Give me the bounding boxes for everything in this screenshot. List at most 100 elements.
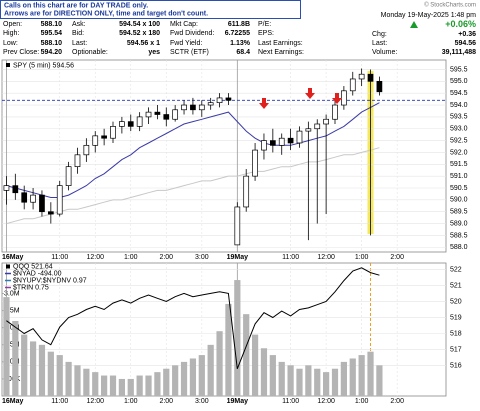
x-tick-label: 1:00 — [355, 398, 369, 405]
volume-bar — [47, 351, 54, 396]
x-tick-label: 11:00 — [282, 254, 299, 261]
quote-value: 594.56 x 1 — [127, 40, 160, 47]
x-tick-label: 12:00 — [317, 254, 335, 261]
candle-body — [163, 114, 170, 120]
volume-bar — [145, 375, 152, 396]
x-tick-label: 12:00 — [86, 254, 104, 261]
volume-bar — [243, 314, 250, 396]
candle-body — [243, 175, 250, 208]
down-arrow — [259, 98, 269, 109]
volume-bar — [154, 372, 161, 396]
candle-body — [261, 140, 267, 151]
volume-bar — [92, 372, 99, 396]
quote-label: High: — [3, 30, 19, 37]
x-tick-label: 3:00 — [195, 254, 209, 261]
y-tick-label: 592.0 — [450, 149, 468, 156]
quote-label: Fwd Yield: — [170, 40, 202, 47]
volume-bar — [314, 368, 321, 396]
volume-bar — [38, 344, 46, 396]
candle-body — [376, 80, 383, 93]
quote-value: 588.10 — [41, 21, 63, 28]
candle-body — [3, 185, 10, 191]
candle-body — [269, 140, 276, 146]
y-tick-label: 589.0 — [450, 220, 468, 227]
volume-bar — [331, 368, 339, 396]
candle-body — [65, 166, 72, 186]
y-tick-label: 1.0M — [4, 359, 20, 366]
candle-body — [207, 102, 214, 106]
quote-value: yes — [148, 49, 160, 56]
volume-bar — [180, 361, 188, 396]
quote-value: 39,111,488 — [442, 49, 476, 56]
quote-value: 594.54 x 100 — [119, 21, 160, 28]
up-triangle — [410, 21, 418, 28]
down-arrow — [305, 88, 315, 99]
volume-bar — [21, 334, 28, 396]
legend-label: SPY (5 min) 594.56 — [13, 62, 74, 69]
quote-value: 6.72255 — [225, 30, 250, 37]
y-tick-label: 590.0 — [450, 197, 468, 204]
quote-label: Open: — [3, 21, 22, 28]
y-tick-label: 1.5M — [4, 342, 20, 349]
volume-bar — [376, 365, 383, 396]
legend-label: $TRIN 0.75 — [13, 284, 49, 291]
y-tick-label: 593.5 — [450, 114, 468, 121]
volume-bar — [172, 365, 179, 396]
volume-bar — [287, 365, 294, 396]
quote-value: 68.4 — [236, 49, 250, 56]
volume-bar — [101, 375, 108, 396]
y-tick-label: 2.0M — [4, 325, 20, 332]
candle-body — [127, 121, 134, 127]
quote-value: 594.20 — [41, 49, 63, 56]
quote-label: Next Earnings: — [258, 49, 304, 56]
x-tick-label: 19May — [227, 398, 249, 405]
quote-label: Low: — [3, 40, 18, 47]
direction-arrows — [259, 88, 342, 109]
y-tick-label: 594.5 — [450, 90, 468, 97]
volume-bar — [251, 334, 259, 396]
x-tick-label: 16May — [2, 398, 24, 405]
y-tick-label: 594.0 — [450, 102, 468, 109]
x-tick-label: 12:00 — [86, 398, 104, 405]
y2-tick-label: 521 — [450, 282, 462, 289]
candle-body — [74, 154, 81, 168]
quote-value: 594.56 — [455, 40, 477, 47]
volume-bar — [136, 375, 143, 396]
x-tick-label: 19May — [227, 254, 249, 261]
candle-body — [358, 73, 365, 80]
volume-bar — [12, 320, 19, 396]
candle-body — [21, 192, 28, 203]
candle-body — [332, 104, 338, 120]
candle-body — [278, 137, 285, 146]
y-tick-label: 595.5 — [450, 66, 468, 73]
y2-tick-label: 522 — [450, 266, 462, 273]
candle-body — [83, 144, 90, 156]
candle-body — [172, 109, 179, 120]
legend-label: $NYUPV:$NYDNV 0.97 — [13, 277, 87, 284]
notice-line: Arrows are for DIRECTION ONLY, time and … — [4, 10, 208, 17]
quote-label: Last: — [72, 40, 87, 47]
legend-label: $NYAD -494.00 — [13, 270, 62, 277]
x-tick-label: 16May — [2, 254, 24, 261]
volume-bar — [260, 348, 268, 396]
x-tick-label: 3:00 — [195, 398, 209, 405]
quote-value: 1.13% — [230, 40, 251, 47]
quote-label: P/E: — [258, 21, 271, 28]
candle-body — [296, 130, 303, 144]
candle-body — [56, 185, 63, 215]
price-line — [6, 267, 380, 369]
candle-body — [190, 104, 196, 111]
y2-tick-label: 519 — [450, 314, 462, 321]
volume-bar — [216, 331, 223, 396]
candle-body — [110, 126, 116, 139]
volume-bar — [198, 355, 205, 396]
candle-body — [92, 135, 99, 146]
y-tick-label: 2.5M — [4, 308, 20, 315]
candle-body — [198, 104, 205, 111]
x-tick-label: 11:00 — [51, 254, 68, 261]
volume-bar — [296, 368, 303, 396]
candle-body — [12, 185, 19, 194]
copyright: © StockCharts.com — [424, 2, 476, 9]
volume-bar — [278, 361, 285, 396]
